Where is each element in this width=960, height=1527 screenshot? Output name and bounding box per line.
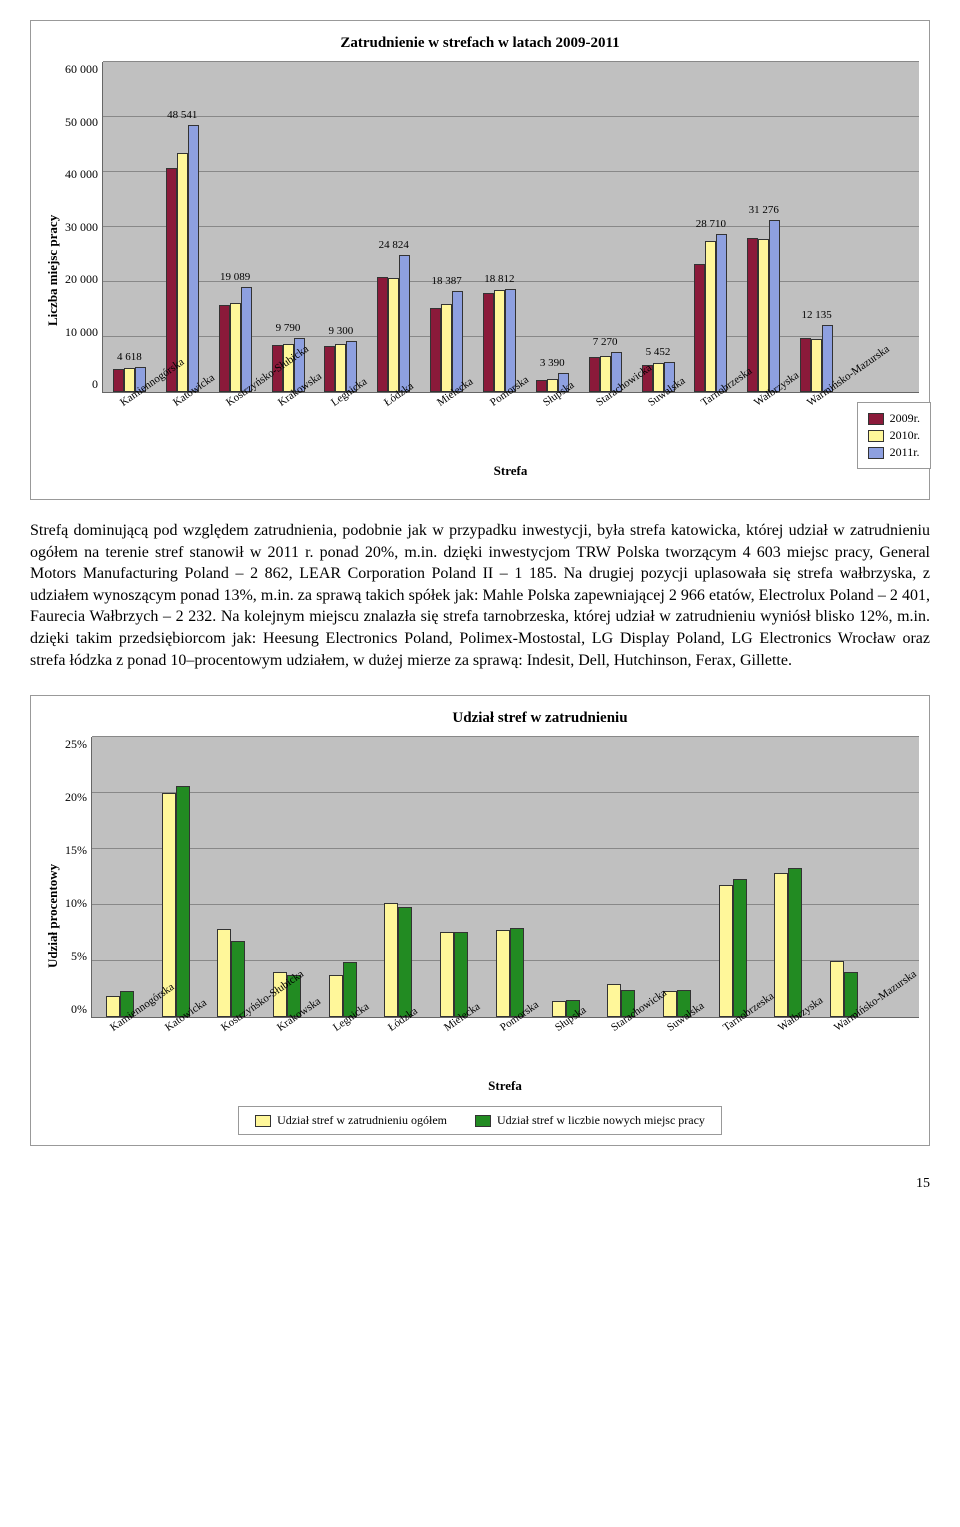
chart2-title: Udział stref w zatrudnieniu xyxy=(161,710,919,727)
chart1-legend: 2009r.2010r.2011r. xyxy=(857,402,931,469)
chart2-yticks: 25%20%15%10%5%0% xyxy=(65,737,91,1017)
share-chart: Udział stref w zatrudnieniu Udział proce… xyxy=(30,695,930,1146)
chart2-ylabel: Udział procentowy xyxy=(41,737,65,1094)
page-number: 15 xyxy=(30,1176,930,1192)
chart2-xticks: KamiennogórskaKatowickaKostrzyńsko-Słubi… xyxy=(91,1018,919,1098)
body-paragraph: Strefą dominującą pod względem zatrudnie… xyxy=(30,520,930,671)
chart1-yticks: 60 00050 00040 00030 00020 00010 0000 xyxy=(65,62,102,392)
chart1-plot-area: 4 61848 54119 0899 7909 30024 82418 3871… xyxy=(102,62,919,393)
employment-chart: Zatrudnienie w strefach w latach 2009-20… xyxy=(30,20,930,500)
chart2-plot-area xyxy=(91,737,919,1018)
chart1-title: Zatrudnienie w strefach w latach 2009-20… xyxy=(41,35,919,52)
chart1-xticks: KamiennogórskaKatowickaKostrzyńsko-Słubi… xyxy=(102,393,919,473)
chart1-ylabel: Liczba miejsc pracy xyxy=(41,62,65,479)
chart2-legend: Udział stref w zatrudnieniu ogółemUdział… xyxy=(238,1106,722,1135)
